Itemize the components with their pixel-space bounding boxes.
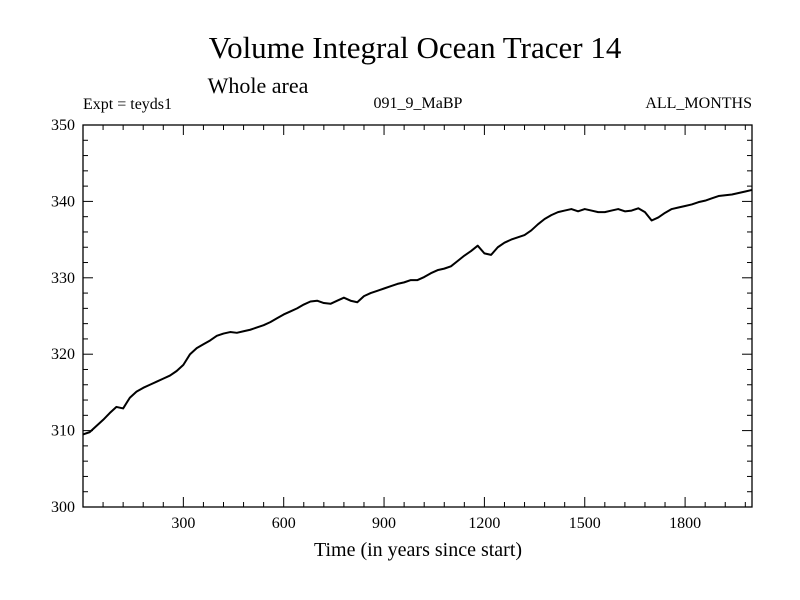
x-tick-label: 1800 bbox=[669, 515, 701, 532]
x-tick-label: 600 bbox=[272, 515, 296, 532]
series-layer bbox=[82, 188, 753, 436]
y-tick-label: 300 bbox=[51, 499, 75, 516]
y-tick-label: 330 bbox=[51, 270, 75, 287]
chart-title: Volume Integral Ocean Tracer 14 bbox=[209, 30, 622, 65]
x-tick-label: 300 bbox=[171, 515, 195, 532]
chart-subtitle: Whole area bbox=[208, 73, 309, 98]
annotation-run-id: 091_9_MaBP bbox=[374, 95, 463, 112]
x-axis-label: Time (in years since start) bbox=[314, 539, 522, 561]
y-tick-label: 350 bbox=[51, 117, 75, 134]
annotation-experiment: Expt = teyds1 bbox=[83, 96, 172, 113]
y-tick-label: 310 bbox=[51, 423, 75, 440]
annotation-months: ALL_MONTHS bbox=[645, 95, 752, 112]
axis-ticks bbox=[83, 125, 752, 507]
x-tick-label: 1200 bbox=[468, 515, 500, 532]
series-line-1 bbox=[82, 188, 753, 436]
x-tick-label: 900 bbox=[372, 515, 396, 532]
tick-labels: 300 600 900 1200 1500 1800 300 310 320 330 340 350 bbox=[51, 117, 701, 532]
y-tick-label: 340 bbox=[51, 193, 75, 210]
x-tick-label: 1500 bbox=[569, 515, 601, 532]
y-tick-label: 320 bbox=[51, 346, 75, 363]
plot-frame bbox=[82, 124, 753, 508]
